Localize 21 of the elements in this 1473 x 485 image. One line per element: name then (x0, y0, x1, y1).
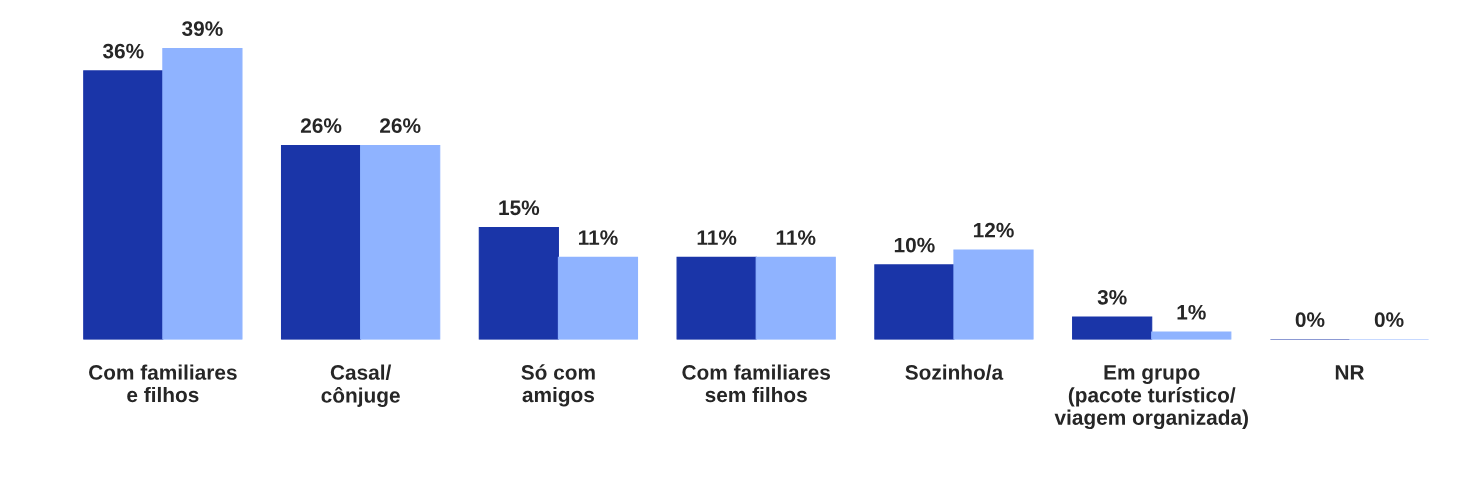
x-tick-label: Casal/ cônjuge (321, 364, 400, 407)
data-label: 0% (1374, 312, 1404, 328)
x-tick-label: Em grupo (pacote turístico/ viagem organizada) (1054, 365, 1248, 430)
data-label: 12% (973, 222, 1014, 238)
data-label: 11% (697, 230, 737, 245)
data-label: 11% (578, 230, 618, 245)
x-tick-label: Com familiares sem filhos (682, 364, 830, 403)
data-label: 26% (300, 118, 342, 134)
x-tick-label: Só com amigos (521, 364, 595, 407)
data-label: 26% (380, 118, 421, 134)
x-tick-label: NR (1335, 365, 1365, 380)
data-label: 0% (1295, 312, 1325, 328)
data-label: 1% (1177, 304, 1206, 320)
data-label: 3% (1097, 289, 1127, 305)
data-label: 36% (102, 43, 144, 59)
data-label: 15% (499, 200, 540, 216)
data-label: 10% (894, 237, 935, 253)
x-tick-label: Com familiares e filhos (89, 364, 237, 403)
x-tick-label: Sozinho/a (905, 364, 1004, 381)
data-label: 11% (776, 230, 816, 245)
data-label: 39% (182, 21, 223, 37)
